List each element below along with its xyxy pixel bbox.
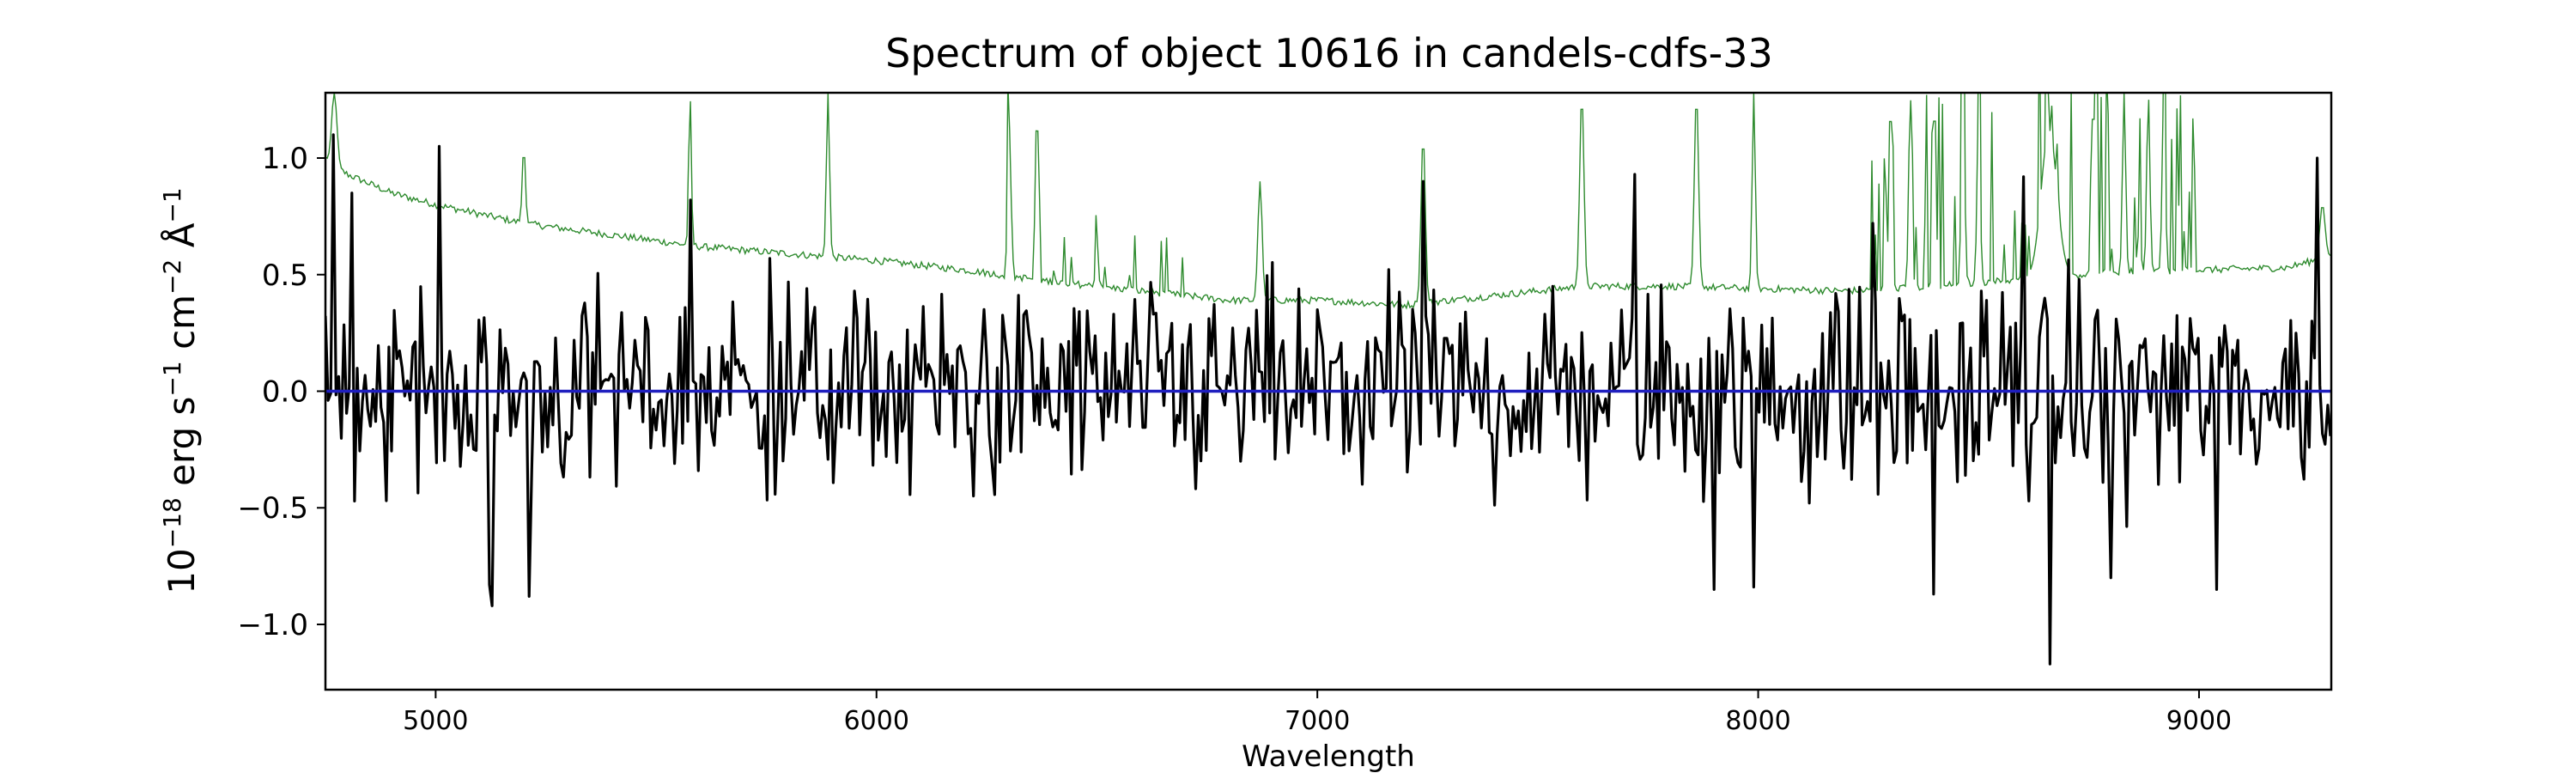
y-tick-label: 0.5 <box>262 259 308 293</box>
y-axis-label: 10−18 erg s−1 cm−2 Å−1 <box>158 187 203 593</box>
series-line-flux <box>325 133 2331 666</box>
x-axis-ticks: 5000 6000 7000 8000 9000 <box>403 690 2232 736</box>
chart-title: Spectrum of object 10616 in candels-cdfs… <box>885 30 1773 76</box>
y-tick-label: −0.5 <box>237 491 308 526</box>
x-tick-label: 8000 <box>1725 706 1790 736</box>
x-tick-label: 9000 <box>2166 706 2232 736</box>
y-axis-ticks: −1.0 −0.5 0.0 0.5 1.0 <box>237 142 325 642</box>
x-tick-label: 5000 <box>403 706 468 736</box>
y-tick-label: 0.0 <box>262 375 308 410</box>
y-tick-label: −1.0 <box>237 608 308 642</box>
series-line-error <box>325 93 2331 310</box>
x-tick-label: 6000 <box>844 706 909 736</box>
y-tick-label: 1.0 <box>262 142 308 176</box>
series-layer <box>325 93 2331 666</box>
x-axis-label: Wavelength <box>1242 740 1415 773</box>
x-tick-label: 7000 <box>1285 706 1350 736</box>
